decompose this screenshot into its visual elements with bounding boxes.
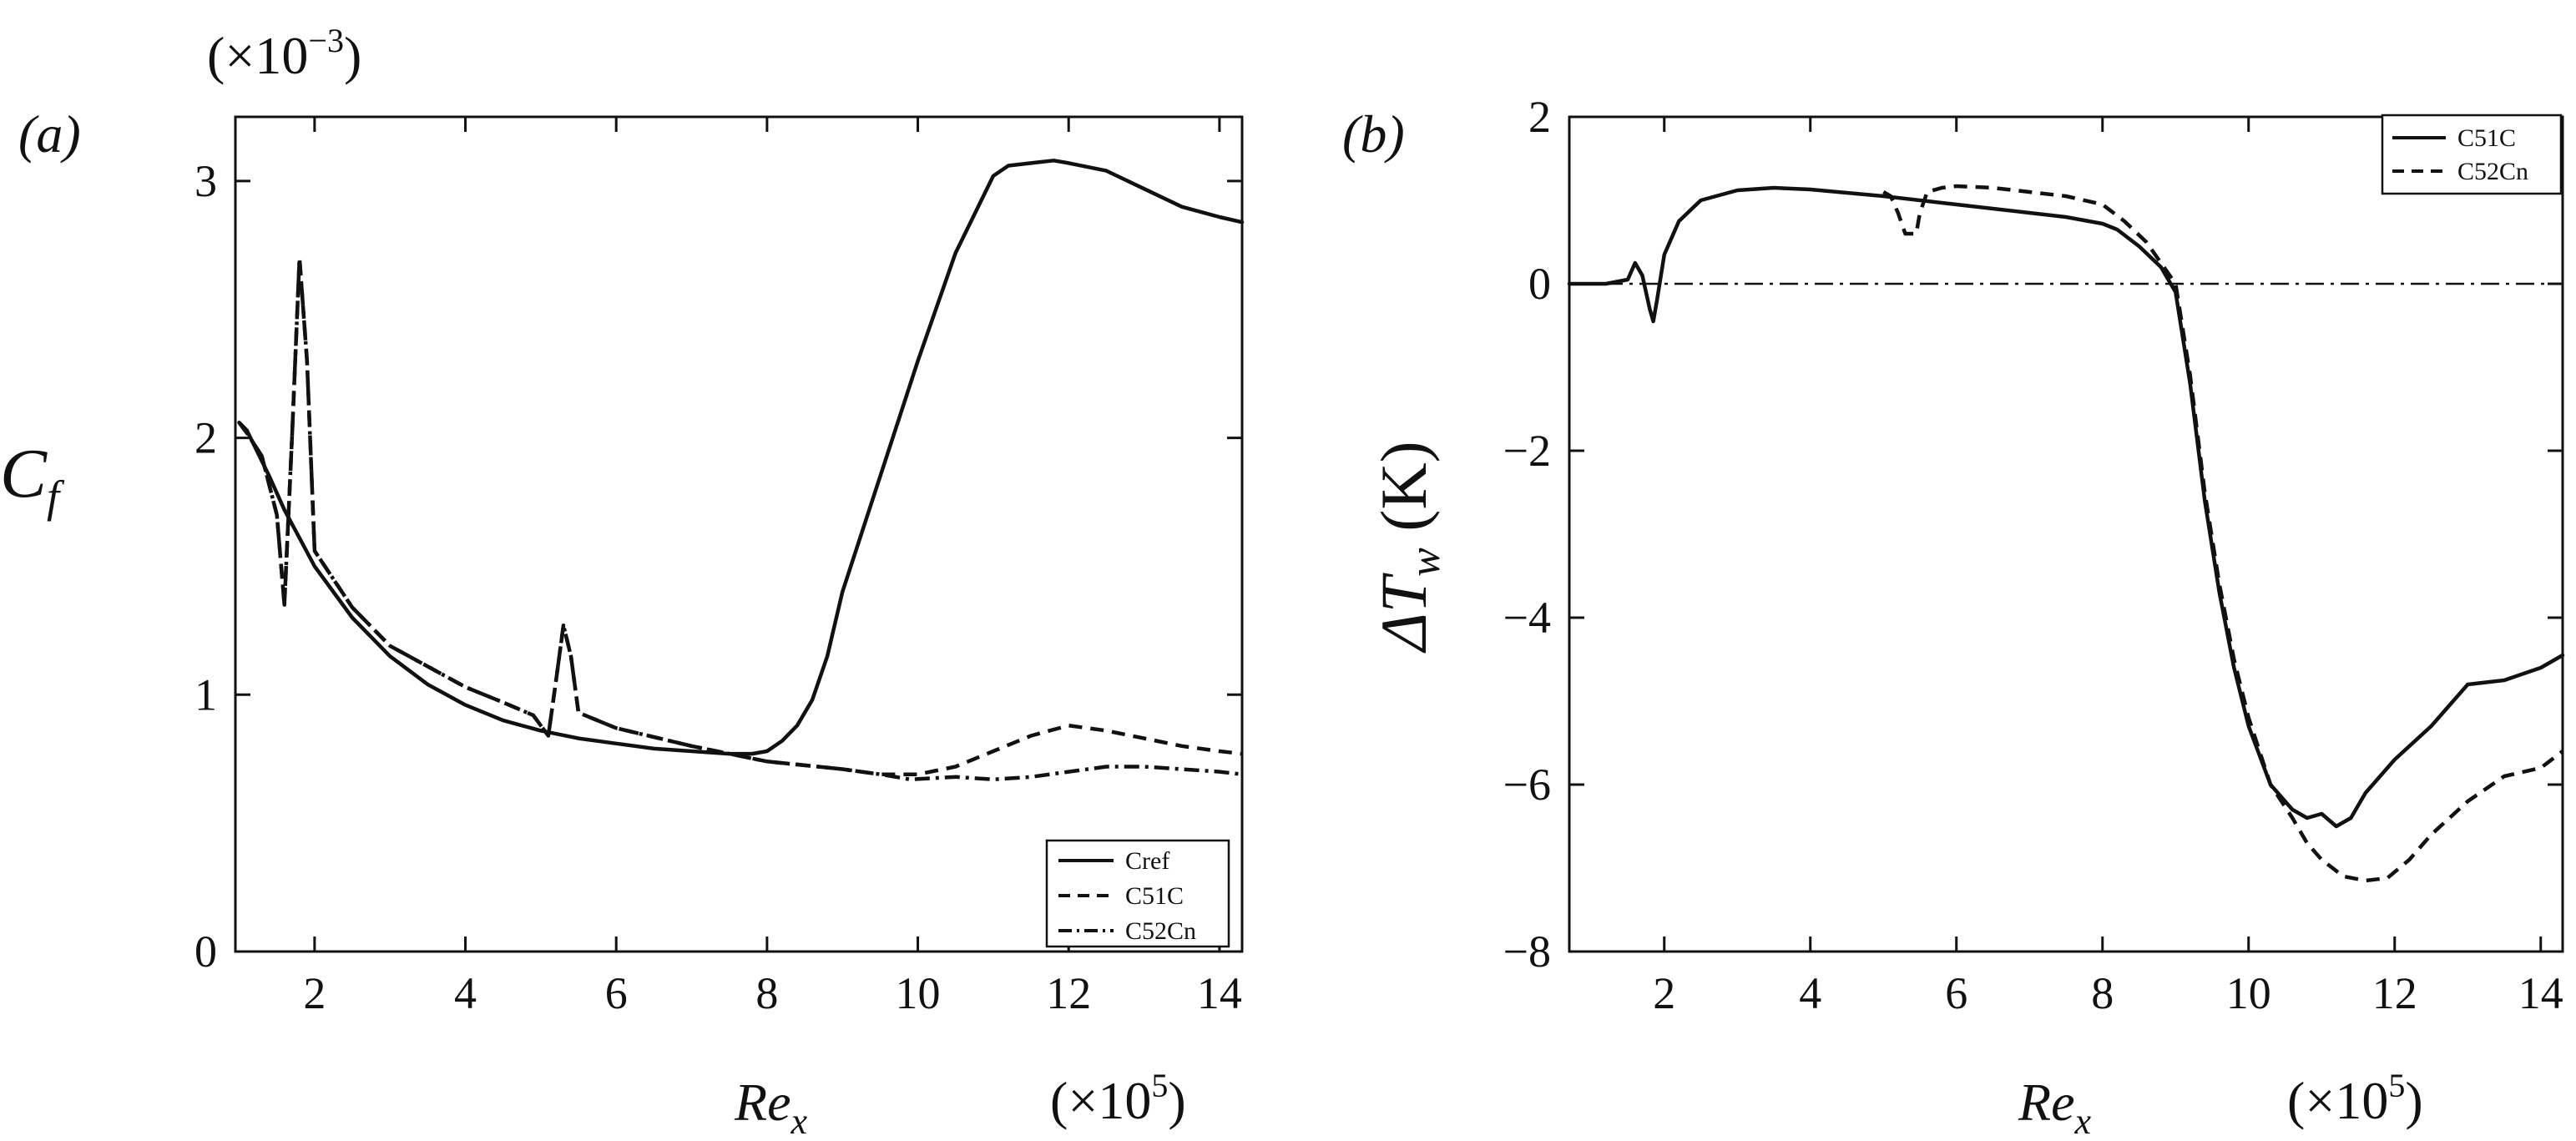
series-line-c52cn-b: [1882, 184, 2564, 883]
panel-b-x-multiplier: (×105): [2287, 1067, 2423, 1130]
series-line-c52cn-a: [237, 255, 1243, 782]
panel-a: (a) (×10−3) Cf Rex (×105) 2 4 6 8 10 12 140123…: [0, 22, 1245, 1141]
y-tick-label-a: 3: [194, 156, 217, 206]
y-tick-label-b: 2: [1528, 92, 1551, 142]
panel-a-x-multiplier: (×105): [1050, 1067, 1186, 1130]
y-tick-label-b: −4: [1503, 593, 1551, 643]
panel-b-frame: [1568, 115, 2564, 953]
series-line-c51c-b: [1567, 185, 2565, 829]
series-line-c51c-a: [237, 255, 1243, 776]
y-tick-label-b: −8: [1503, 926, 1551, 977]
x-tick-label-a: 12: [1046, 968, 1091, 1018]
panel-b: (b) ΔTw (K) Rex (×105) 2 4 6 8 10 12 14 −8 −6 −4 −…: [1342, 92, 2565, 1141]
panel-b-x-label: Rex: [2018, 1073, 2092, 1141]
legend-label-c51c: C51C: [1125, 882, 1184, 910]
x-tick-label-a: 2: [303, 968, 326, 1018]
panel-a-y-label: Cf: [0, 435, 65, 522]
y-tick-label-b: 0: [1528, 259, 1551, 309]
legend-label-cref: Cref: [1125, 847, 1169, 875]
series-line-cref-a: [237, 159, 1245, 756]
x-tick-label-b: 8: [2091, 968, 2114, 1018]
panel-a-legend: Cref C51C C52Cn: [1045, 839, 1230, 948]
panel-a-y-multiplier: (×10−3): [207, 22, 361, 85]
x-tick-label-b: 14: [2518, 968, 2563, 1018]
y-tick-label-a: 0: [194, 926, 217, 977]
legend-label-c52cn-b: C52Cn: [2457, 158, 2528, 185]
x-tick-label-a: 14: [1197, 968, 1242, 1018]
panel-a-label: (a): [18, 104, 81, 164]
x-tick-label-a: 4: [454, 968, 477, 1018]
panel-b-label: (b): [1342, 104, 1405, 164]
y-tick-label-b: −2: [1503, 426, 1551, 476]
panel-b-legend: C51C C52Cn: [2381, 114, 2563, 195]
panel-a-frame: [234, 115, 1244, 953]
y-tick-label-a: 1: [194, 669, 217, 719]
x-tick-label-a: 8: [755, 968, 778, 1018]
panel-b-y-label: ΔTw (K): [1367, 441, 1449, 654]
x-tick-label-a: 6: [605, 968, 628, 1018]
x-tick-label-b: 6: [1945, 968, 1967, 1018]
x-tick-label-a: 10: [896, 968, 941, 1018]
x-tick-label-b: 10: [2226, 968, 2271, 1018]
x-tick-label-b: 2: [1653, 968, 1675, 1018]
y-tick-label-b: −6: [1503, 760, 1551, 810]
y-tick-label-a: 2: [194, 413, 217, 463]
legend-label-c51c-b: C51C: [2457, 124, 2516, 152]
x-tick-label-b: 4: [1799, 968, 1821, 1018]
panel-a-legend-box: [1045, 839, 1230, 948]
panel-b-legend-box: [2381, 114, 2563, 195]
legend-label-c52cn: C52Cn: [1125, 917, 1196, 945]
x-tick-label-b: 12: [2372, 968, 2417, 1018]
panel-a-x-label: Rex: [734, 1073, 808, 1141]
